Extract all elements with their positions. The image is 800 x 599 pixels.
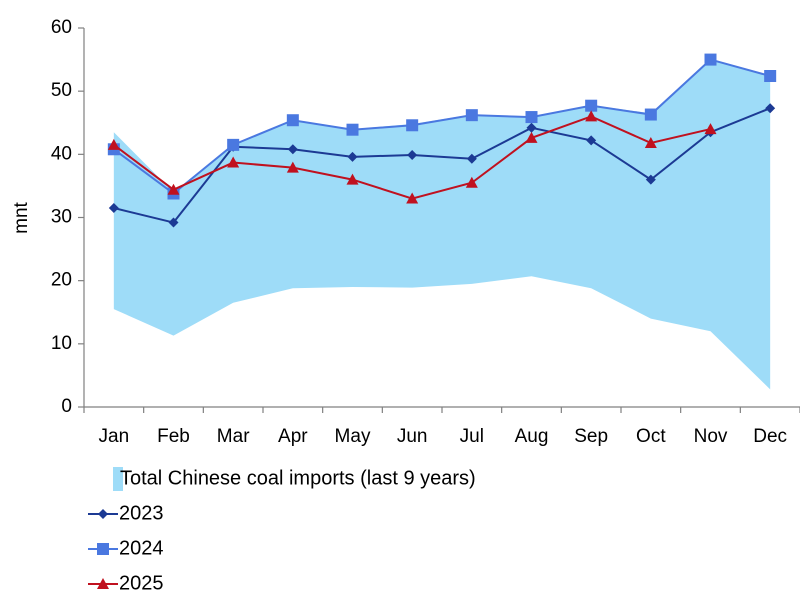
x-tick-label: Feb xyxy=(157,426,190,447)
data-point xyxy=(704,123,717,135)
x-tick-label: May xyxy=(335,426,371,447)
data-point xyxy=(168,217,179,228)
data-point xyxy=(644,108,657,121)
y-tick-label: 40 xyxy=(51,143,72,164)
data-point xyxy=(227,156,240,168)
data-point xyxy=(765,103,776,114)
legend-swatch xyxy=(113,467,123,491)
legend-label: 2025 xyxy=(119,572,164,594)
data-point xyxy=(286,161,299,173)
y-tick-label: 50 xyxy=(51,80,72,101)
data-point xyxy=(585,110,598,122)
data-point xyxy=(466,153,477,164)
x-tick-label: Mar xyxy=(217,426,250,447)
data-point xyxy=(107,138,120,150)
x-tick-label: Jun xyxy=(397,426,428,447)
x-tick-label: Aug xyxy=(515,426,549,447)
range-band xyxy=(113,59,771,390)
legend-marker xyxy=(98,509,108,519)
legend-label: 2024 xyxy=(119,537,164,559)
x-tick-label: Apr xyxy=(278,426,308,447)
data-point xyxy=(586,135,597,146)
x-tick-label: Oct xyxy=(636,426,666,447)
data-point xyxy=(525,111,538,124)
data-point xyxy=(407,149,418,160)
data-point xyxy=(526,122,537,133)
x-tick-label: Nov xyxy=(694,426,728,447)
legend-label: Total Chinese coal imports (last 9 years… xyxy=(120,467,476,489)
data-point xyxy=(645,174,656,185)
data-point xyxy=(704,53,717,66)
y-tick-label: 0 xyxy=(61,396,72,417)
series-line xyxy=(113,107,771,224)
series-line xyxy=(113,58,771,195)
data-point xyxy=(167,183,180,195)
data-point xyxy=(406,119,419,132)
data-point xyxy=(287,144,298,155)
data-point xyxy=(525,131,538,143)
data-point xyxy=(346,123,359,136)
data-point xyxy=(764,70,777,83)
x-tick-label: Jan xyxy=(99,426,130,447)
data-point xyxy=(227,138,240,151)
data-point xyxy=(406,192,419,204)
x-tick-label: Sep xyxy=(574,426,608,447)
data-point xyxy=(108,203,119,214)
legend-label: 2023 xyxy=(119,502,164,524)
data-point xyxy=(644,136,657,148)
legend-marker xyxy=(97,543,109,555)
data-point xyxy=(347,151,358,162)
data-point xyxy=(346,173,359,185)
x-tick-label: Jul xyxy=(460,426,484,447)
data-point xyxy=(585,99,598,112)
data-point xyxy=(286,114,299,127)
data-point xyxy=(465,176,478,188)
y-axis-label: mnt xyxy=(11,201,32,233)
x-tick-label: Dec xyxy=(753,426,787,447)
y-tick-label: 20 xyxy=(51,270,72,291)
legend-marker xyxy=(97,578,109,589)
data-point xyxy=(465,109,478,122)
y-tick-label: 30 xyxy=(51,207,72,228)
y-tick-label: 10 xyxy=(51,333,72,354)
y-tick-label: 60 xyxy=(51,17,72,38)
